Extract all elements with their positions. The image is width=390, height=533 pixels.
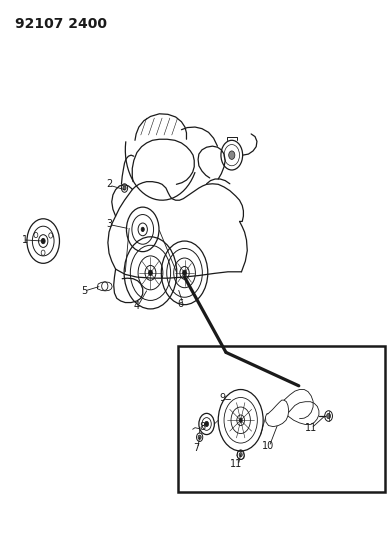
Text: 9: 9 xyxy=(220,393,226,403)
Text: 4: 4 xyxy=(134,301,140,311)
Text: 5: 5 xyxy=(82,286,88,296)
Circle shape xyxy=(183,270,186,276)
Text: 6: 6 xyxy=(177,298,183,309)
Circle shape xyxy=(229,151,235,159)
Text: 8: 8 xyxy=(199,422,205,432)
Circle shape xyxy=(141,227,144,231)
Text: 2: 2 xyxy=(106,179,112,189)
Text: 11: 11 xyxy=(230,459,243,469)
Circle shape xyxy=(327,414,331,419)
Circle shape xyxy=(205,421,209,426)
Text: 11: 11 xyxy=(305,423,317,433)
Text: 3: 3 xyxy=(107,219,113,229)
Bar xyxy=(177,346,385,492)
Circle shape xyxy=(123,186,126,190)
Circle shape xyxy=(149,270,152,276)
Circle shape xyxy=(239,418,242,422)
Text: 7: 7 xyxy=(193,443,200,453)
Circle shape xyxy=(198,435,201,439)
Text: 1: 1 xyxy=(22,235,28,245)
Text: 92107 2400: 92107 2400 xyxy=(15,17,107,31)
Circle shape xyxy=(41,238,45,244)
Circle shape xyxy=(239,453,242,457)
Text: 10: 10 xyxy=(262,441,274,451)
